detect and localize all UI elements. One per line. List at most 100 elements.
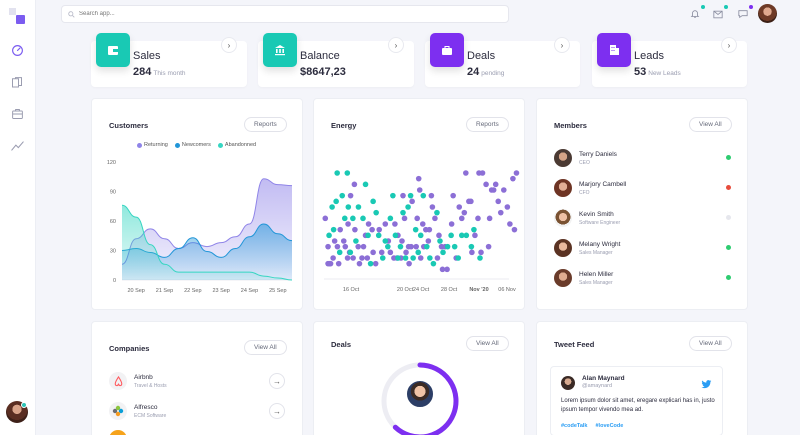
stat-card-balance[interactable]: Balance $8647,23 ›: [258, 33, 414, 87]
scatter-point: [501, 187, 507, 193]
chart-legend: Returning Newcomers Abandonned: [137, 142, 256, 148]
briefcase-icon[interactable]: [9, 106, 25, 122]
stat-card-leads[interactable]: Leads 53 New Leads ›: [592, 33, 747, 87]
chevron-right-icon[interactable]: ›: [554, 37, 570, 53]
scatter-point: [355, 243, 361, 250]
scatter-point: [392, 221, 398, 227]
avatar: [561, 376, 575, 390]
company-item[interactable]: Alfresco ECM Software →: [109, 402, 289, 422]
member-item[interactable]: Kevin Smith Software Engineer: [554, 209, 734, 229]
view-all-button[interactable]: View All: [244, 340, 287, 355]
wallet-icon: [96, 33, 130, 67]
speedometer-icon[interactable]: [9, 42, 25, 58]
hashtag[interactable]: #codeTalk: [561, 423, 588, 429]
deal-owner-avatar: [405, 379, 435, 409]
view-all-button[interactable]: View All: [466, 336, 509, 351]
member-item[interactable]: Marjory Cambell CFO: [554, 179, 734, 199]
scatter-point: [329, 204, 335, 210]
tweet-text: Lorem ipsum dolor sit amet, eregare expl…: [561, 398, 715, 413]
chat-icon[interactable]: [737, 8, 749, 20]
chevron-right-icon[interactable]: ›: [221, 37, 237, 53]
reports-button[interactable]: Reports: [466, 117, 509, 132]
hashtag[interactable]: #loveCode: [595, 423, 624, 429]
bell-icon[interactable]: [689, 8, 701, 20]
search-input[interactable]: [79, 11, 479, 17]
scatter-point: [430, 260, 437, 267]
tweet-card[interactable]: Alan Maynard @amaynard Lorem ipsum dolor…: [550, 366, 723, 435]
view-all-button[interactable]: View All: [689, 117, 732, 132]
avatar: [554, 149, 572, 167]
scatter-point: [513, 170, 520, 176]
scatter-point: [451, 243, 458, 250]
profile-avatar[interactable]: [758, 4, 777, 23]
scatter-point: [414, 215, 420, 222]
scatter-point: [360, 243, 367, 250]
members-panel: Members View All Terry Daniels CEO Marjo…: [536, 98, 748, 310]
tweet-feed-panel: Tweet Feed View All Alan Maynard @amayna…: [536, 321, 748, 435]
scatter-point: [375, 232, 382, 239]
member-item[interactable]: Terry Daniels CEO: [554, 149, 734, 169]
panel-title: Deals: [331, 340, 352, 349]
scatter-point: [497, 209, 504, 216]
stat-value: 284 This month: [133, 66, 186, 78]
scatter-point: [456, 204, 463, 210]
avatar: [554, 269, 572, 287]
chevron-right-icon[interactable]: ›: [388, 37, 404, 53]
member-role: Software Engineer: [579, 220, 621, 226]
stat-card-deals[interactable]: Deals 24 pending ›: [425, 33, 580, 87]
scatter-point: [448, 221, 455, 227]
scatter-point: [325, 243, 331, 250]
scatter-point: [413, 243, 419, 250]
scatter-point: [415, 175, 422, 182]
stat-card-sales[interactable]: Sales 284 This month ›: [91, 33, 247, 87]
scatter-point: [471, 226, 477, 233]
x-tick-label: 06 Nov: [498, 287, 516, 293]
scatter-point: [335, 260, 342, 267]
scatter-point: [355, 204, 362, 210]
scatter-point: [353, 238, 359, 244]
scatter-point: [458, 232, 465, 239]
scatter-point: [407, 192, 414, 199]
alfresco-logo-icon: [109, 402, 127, 420]
scatter-point: [385, 243, 391, 250]
member-item[interactable]: Helen Miller Sales Manager: [554, 269, 734, 289]
x-tick-label: 28 Oct: [441, 287, 458, 293]
scatter-point: [432, 215, 438, 222]
search-bar[interactable]: [61, 5, 509, 23]
member-role: CEO: [579, 160, 590, 166]
company-item[interactable]: Airbnb Travel & Hosts →: [109, 372, 289, 392]
documents-icon[interactable]: [9, 74, 25, 90]
scatter-point: [360, 215, 366, 222]
status-dot-offline: [726, 215, 731, 220]
avatar: [554, 209, 572, 227]
scatter-point: [352, 226, 358, 233]
scatter-point: [436, 232, 442, 239]
scatter-point: [342, 243, 349, 250]
avatar: [554, 239, 572, 257]
tweet-tags: #codeTalk #loveCode: [561, 423, 623, 429]
trend-line-icon[interactable]: [9, 138, 25, 154]
member-item[interactable]: Melany Wright Sales Manager: [554, 239, 734, 259]
x-tick-label: 24 Sep: [241, 288, 258, 294]
scatter-point: [420, 192, 427, 199]
reports-button[interactable]: Reports: [244, 117, 287, 132]
sidebar: [0, 0, 36, 435]
stat-title: Balance: [300, 50, 340, 62]
scatter-point: [507, 221, 513, 227]
status-dot-busy: [726, 185, 731, 190]
arrow-right-icon[interactable]: →: [269, 373, 285, 389]
scatter-point: [395, 255, 401, 261]
view-all-button[interactable]: View All: [689, 336, 732, 351]
x-tick-label: 23 Sep: [212, 288, 229, 294]
mail-icon[interactable]: [712, 8, 724, 20]
scatter-point: [444, 266, 450, 273]
tweet-handle: @amaynard: [582, 383, 613, 389]
arrow-right-icon[interactable]: →: [269, 403, 285, 419]
scatter-point: [334, 243, 341, 250]
scatter-point: [412, 226, 419, 233]
company-item[interactable]: [109, 430, 289, 435]
app-logo[interactable]: [9, 8, 25, 24]
scatter-point: [410, 255, 416, 261]
chevron-right-icon[interactable]: ›: [721, 37, 737, 53]
scatter-point: [397, 243, 404, 250]
